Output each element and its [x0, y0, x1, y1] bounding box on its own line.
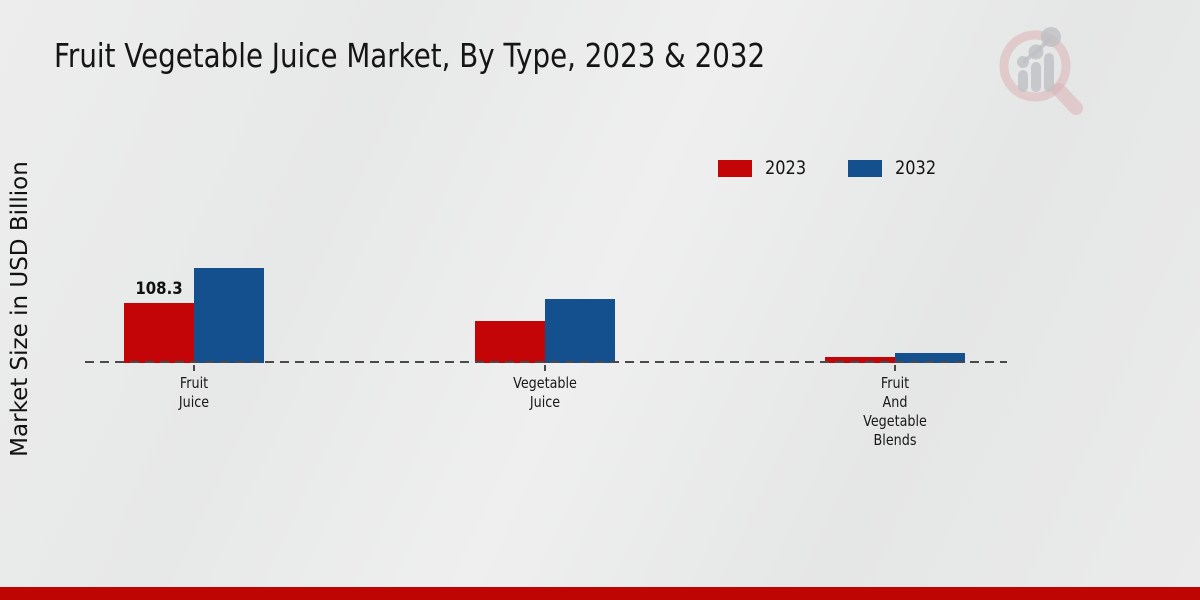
legend-swatch-2032	[848, 159, 883, 177]
legend-swatch-2023	[718, 159, 752, 177]
category-label: Fruit And Vegetable Blends	[863, 374, 927, 449]
bar-2023-fruit-juice	[124, 303, 194, 363]
bar-2032-fruit-juice	[194, 268, 264, 363]
axis-tick	[894, 365, 896, 371]
bar-2032-fruit-and-vegetable-blends	[895, 353, 965, 363]
legend-label-2032: 2032	[895, 157, 937, 179]
bar-2023-fruit-and-vegetable-blends	[825, 357, 895, 363]
axis-tick	[193, 365, 195, 371]
category-label: Fruit Juice	[178, 374, 210, 411]
bar-2032-vegetable-juice	[545, 299, 615, 363]
bar-2023-vegetable-juice	[475, 321, 545, 363]
x-axis-dashed-baseline	[85, 361, 1007, 363]
bar-value-label: 108.3	[135, 279, 183, 299]
footer-accent-strip	[0, 587, 1200, 600]
legend-label-2023: 2023	[765, 157, 807, 179]
chart-title: Fruit Vegetable Juice Market, By Type, 2…	[54, 36, 766, 75]
axis-tick	[544, 365, 546, 371]
legend-item-2032: 2032	[848, 157, 943, 179]
legend-item-2023: 2023	[718, 157, 813, 179]
y-axis-label: Market Size in USD Billion	[7, 161, 33, 457]
category-label: Vegetable Juice	[513, 374, 577, 411]
market-research-future-logo-icon	[995, 24, 1090, 120]
legend: 2023 2032	[718, 157, 944, 179]
